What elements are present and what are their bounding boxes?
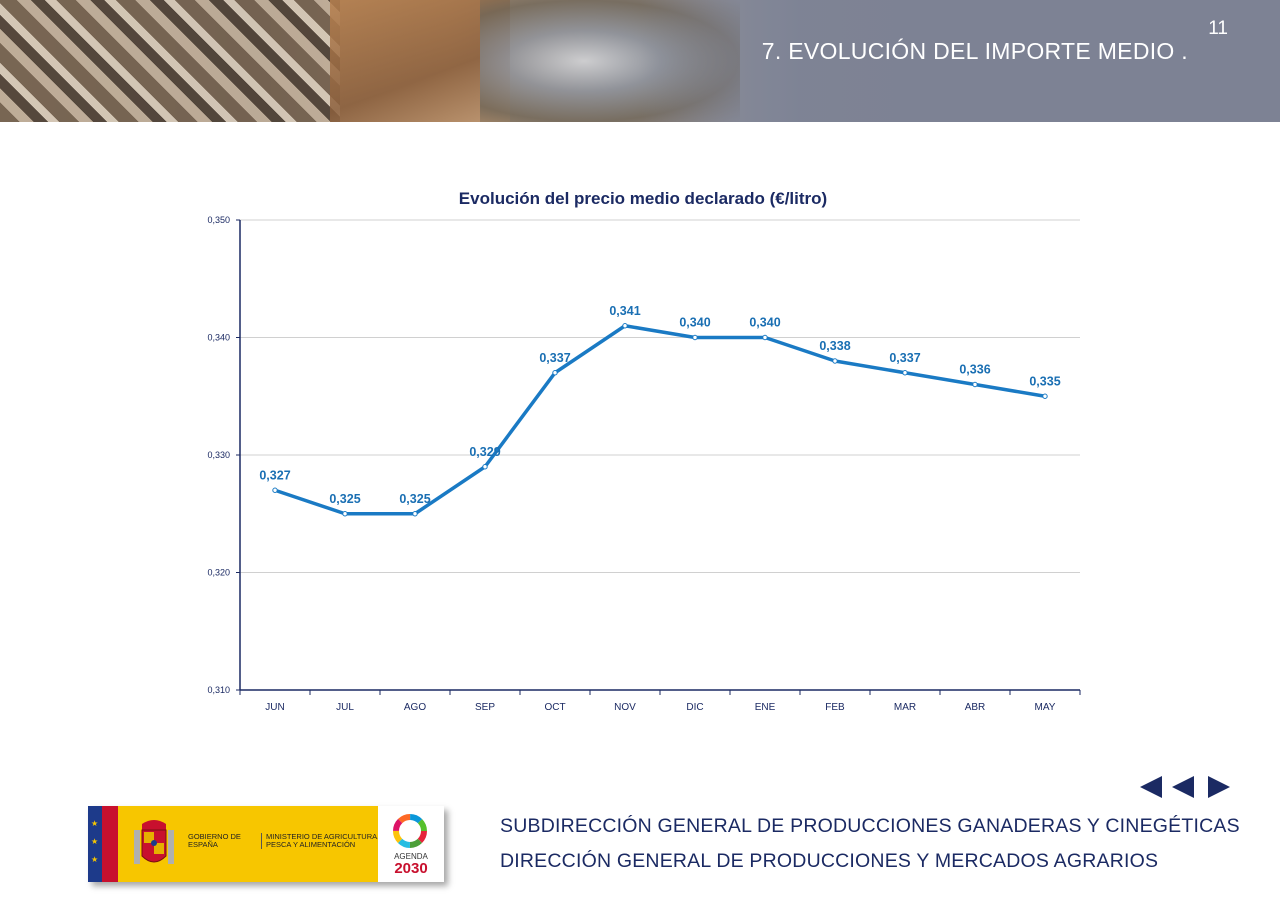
chart-title: Evolución del precio medio declarado (€/… xyxy=(459,189,827,208)
x-tick-label: SEP xyxy=(475,702,495,713)
spain-flag-stripe xyxy=(102,806,118,882)
banner-photo-collage xyxy=(0,0,340,122)
data-label: 0,340 xyxy=(679,316,710,330)
star-icon: ★ xyxy=(91,837,99,846)
first-icon[interactable] xyxy=(1140,776,1162,798)
x-tick-label: ABR xyxy=(965,702,986,713)
y-tick-label: 0,330 xyxy=(207,450,230,460)
x-tick-label: NOV xyxy=(614,702,636,713)
slide-title: 7. EVOLUCIÓN DEL IMPORTE MEDIO . xyxy=(761,38,1188,64)
line-chart: Evolución del precio medio declarado (€/… xyxy=(207,189,1081,713)
data-label: 0,327 xyxy=(259,468,290,482)
x-tick-label: DIC xyxy=(686,702,703,713)
x-tick-label: MAY xyxy=(1035,702,1056,713)
x-tick-label: JUN xyxy=(265,702,284,713)
data-point xyxy=(342,511,348,517)
y-tick-label: 0,350 xyxy=(207,215,230,225)
star-icon: ★ xyxy=(91,855,99,864)
footer-subdirectorate: SUBDIRECCIÓN GENERAL DE PRODUCCIONES GAN… xyxy=(500,815,1240,837)
data-point xyxy=(272,487,278,493)
gridlines xyxy=(240,219,1080,573)
data-label: 0,337 xyxy=(539,351,570,365)
data-point xyxy=(552,370,558,376)
footer-directorate: DIRECCIÓN GENERAL DE PRODUCCIONES Y MERC… xyxy=(500,850,1159,872)
x-tick-label: OCT xyxy=(544,702,565,713)
banner-fade xyxy=(640,0,1280,122)
government-label: GOBIERNO DE ESPAÑA xyxy=(188,832,241,849)
data-point xyxy=(692,334,698,341)
x-tick-label: JUL xyxy=(336,702,354,713)
data-label: 0,335 xyxy=(1029,374,1060,388)
x-tick-label: FEB xyxy=(825,702,845,713)
agenda-label: AGENDA xyxy=(394,852,428,861)
data-labels: 0,327 0,325 0,325 0,329 0,337 0,341 0,340 0,340… xyxy=(259,304,1060,506)
sdg-wheel-icon xyxy=(393,814,427,848)
data-label: 0,329 xyxy=(469,445,500,459)
y-tick-labels: 0,310 0,320 0,330 0,340 0,350 xyxy=(207,215,230,695)
data-point xyxy=(762,334,768,341)
previous-icon[interactable] xyxy=(1172,776,1194,798)
slide-navigation xyxy=(1138,774,1234,802)
coat-of-arms-icon xyxy=(134,820,174,864)
government-logo: ★ ★ ★ GOBIERNO DE ESPAÑA MINISTERIO DE A… xyxy=(88,806,444,882)
y-tick-label: 0,320 xyxy=(207,568,230,578)
ministry-label: MINISTERIO DE AGRICULTURA, PESCA Y ALIME… xyxy=(261,833,386,849)
data-label: 0,340 xyxy=(749,316,780,330)
y-tick-label: 0,310 xyxy=(207,685,230,695)
data-label: 0,338 xyxy=(819,339,850,353)
agenda-2030-logo: AGENDA 2030 xyxy=(378,806,444,882)
data-label: 0,336 xyxy=(959,363,990,377)
data-label: 0,325 xyxy=(399,492,430,506)
axes xyxy=(236,219,1081,695)
x-tick-label: ENE xyxy=(755,702,776,713)
agenda-year: 2030 xyxy=(394,860,428,877)
x-tick-labels: JUN JUL AGO SEP OCT NOV DIC ENE FEB MAR ABR MAY xyxy=(265,702,1056,713)
header-banner: 7. EVOLUCIÓN DEL IMPORTE MEDIO . 11 xyxy=(0,0,1280,122)
eu-flag-stripe: ★ ★ ★ xyxy=(88,806,102,882)
data-label: 0,341 xyxy=(609,304,640,318)
star-icon: ★ xyxy=(91,819,99,828)
data-label: 0,325 xyxy=(329,492,360,506)
data-point xyxy=(622,323,628,329)
data-point xyxy=(482,464,488,470)
next-icon[interactable] xyxy=(1208,776,1230,798)
x-tick-label: AGO xyxy=(404,702,426,713)
data-point xyxy=(972,381,978,388)
data-point xyxy=(902,370,908,376)
data-point xyxy=(1042,393,1048,399)
data-point xyxy=(412,511,418,517)
data-label: 0,337 xyxy=(889,351,920,365)
data-point xyxy=(832,358,838,364)
page-number: 11 xyxy=(1208,18,1228,39)
series-line xyxy=(274,324,1046,516)
y-tick-label: 0,340 xyxy=(207,333,230,343)
x-tick-label: MAR xyxy=(894,702,916,713)
series-line-group xyxy=(272,323,1048,517)
